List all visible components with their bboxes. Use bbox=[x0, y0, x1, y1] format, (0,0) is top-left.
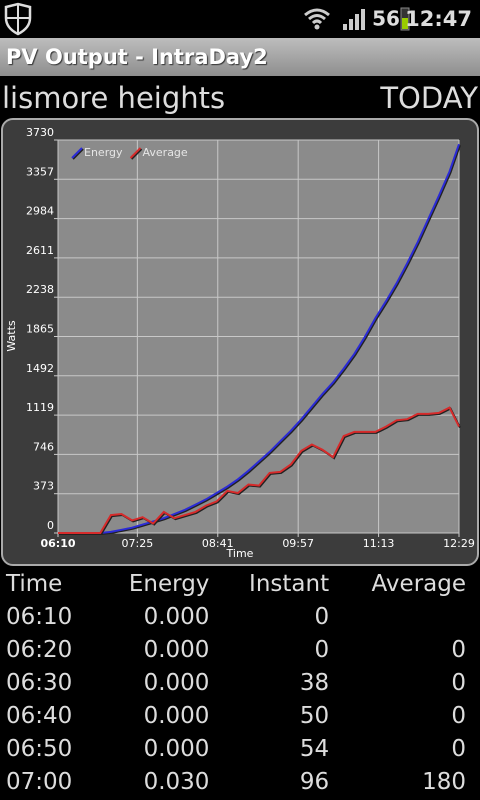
table-cell: 96 bbox=[299, 768, 330, 795]
table-row: 06:20 0.000 0 0 bbox=[0, 633, 480, 666]
wifi-dot bbox=[314, 24, 320, 30]
header: lismore heights TODAY bbox=[0, 78, 480, 118]
table-cell: 06:30 bbox=[6, 669, 73, 696]
clock: 12:47 bbox=[405, 7, 472, 31]
y-tick-label: 2611 bbox=[26, 244, 54, 257]
y-tick-label: 1119 bbox=[26, 401, 54, 414]
signal-icon bbox=[343, 9, 365, 30]
legend-swatch bbox=[71, 147, 83, 159]
x-tick-label: 08:41 bbox=[202, 537, 234, 550]
table-cell: Time bbox=[6, 570, 63, 597]
table-row: Time Energy Instant Average bbox=[0, 567, 480, 600]
x-tick-label: 12:29 bbox=[443, 537, 475, 550]
table-cell: 06:50 bbox=[6, 735, 73, 762]
table-cell: 0.000 bbox=[143, 702, 210, 729]
series-line bbox=[58, 406, 460, 534]
x-tick-label: 11:13 bbox=[363, 537, 395, 550]
status-bar: 56 12:47 bbox=[0, 0, 480, 38]
y-tick-label: 1865 bbox=[26, 323, 54, 336]
y-tick-label: 1492 bbox=[26, 362, 54, 375]
table-cell: 0 bbox=[451, 702, 466, 729]
table-row: 06:30 0.000 38 0 bbox=[0, 666, 480, 699]
legend-label: Energy bbox=[84, 146, 123, 159]
table-cell: 38 bbox=[299, 669, 330, 696]
table-cell: 0 bbox=[451, 735, 466, 762]
table-cell: 0.000 bbox=[143, 636, 210, 663]
table-cell: Energy bbox=[128, 570, 210, 597]
x-axis-label: Time bbox=[226, 547, 254, 560]
y-tick-label: 3730 bbox=[26, 126, 54, 139]
app-title: PV Output - IntraDay2 bbox=[0, 38, 480, 76]
shield-cross bbox=[6, 5, 30, 33]
y-tick-label: 2238 bbox=[26, 283, 54, 296]
table-cell: 0 bbox=[451, 669, 466, 696]
y-tick-label: 0 bbox=[47, 519, 54, 532]
x-tick-label: 06:10 bbox=[40, 537, 75, 550]
signal-text: 56 bbox=[372, 7, 400, 31]
table-cell: 06:10 bbox=[6, 603, 73, 630]
table-cell: 50 bbox=[299, 702, 330, 729]
table-cell: 0 bbox=[451, 636, 466, 663]
y-axis-label: Watts bbox=[5, 320, 18, 352]
table-cell: 06:20 bbox=[6, 636, 73, 663]
table-cell: 0.000 bbox=[143, 603, 210, 630]
table-cell: 0.030 bbox=[143, 768, 210, 795]
chart: Watts Time 0 373 746 1119 1492 1865 2238 2611 29… bbox=[1, 118, 479, 566]
table-cell: 07:00 bbox=[6, 768, 73, 795]
battery-level bbox=[402, 18, 408, 29]
y-tick-label: 2984 bbox=[26, 205, 54, 218]
table-cell: 54 bbox=[299, 735, 330, 762]
series-line bbox=[58, 143, 460, 534]
table-cell: 0 bbox=[314, 603, 330, 630]
table-cell: 180 bbox=[422, 768, 466, 795]
y-tick-label: 373 bbox=[33, 480, 54, 493]
y-tick-label: 3357 bbox=[26, 165, 54, 178]
table-cell: 0.000 bbox=[143, 735, 210, 762]
table-row: 06:50 0.000 54 0 bbox=[0, 732, 480, 765]
table-row: 07:00 0.030 96 180 bbox=[0, 765, 480, 798]
legend-label: Average bbox=[143, 146, 188, 159]
system-name: lismore heights bbox=[2, 81, 226, 115]
table-row: 06:40 0.000 50 0 bbox=[0, 699, 480, 732]
data-table: Time Energy Instant Average 06:10 0.000 0 06:20… bbox=[0, 567, 480, 798]
legend-swatch bbox=[129, 147, 142, 159]
table-cell: Instant bbox=[249, 570, 330, 597]
table-cell: 0.000 bbox=[143, 669, 210, 696]
table-row: 06:10 0.000 0 bbox=[0, 600, 480, 633]
table-cell bbox=[343, 600, 480, 633]
period: TODAY bbox=[380, 81, 478, 115]
x-tick-label: 07:25 bbox=[122, 537, 154, 550]
y-tick-label: 746 bbox=[33, 440, 54, 453]
table-cell: 0 bbox=[314, 636, 330, 663]
wifi-icon bbox=[304, 8, 330, 25]
x-tick-label: 09:57 bbox=[282, 537, 314, 550]
table-cell: 06:40 bbox=[6, 702, 73, 729]
table-cell: Average bbox=[371, 570, 466, 597]
